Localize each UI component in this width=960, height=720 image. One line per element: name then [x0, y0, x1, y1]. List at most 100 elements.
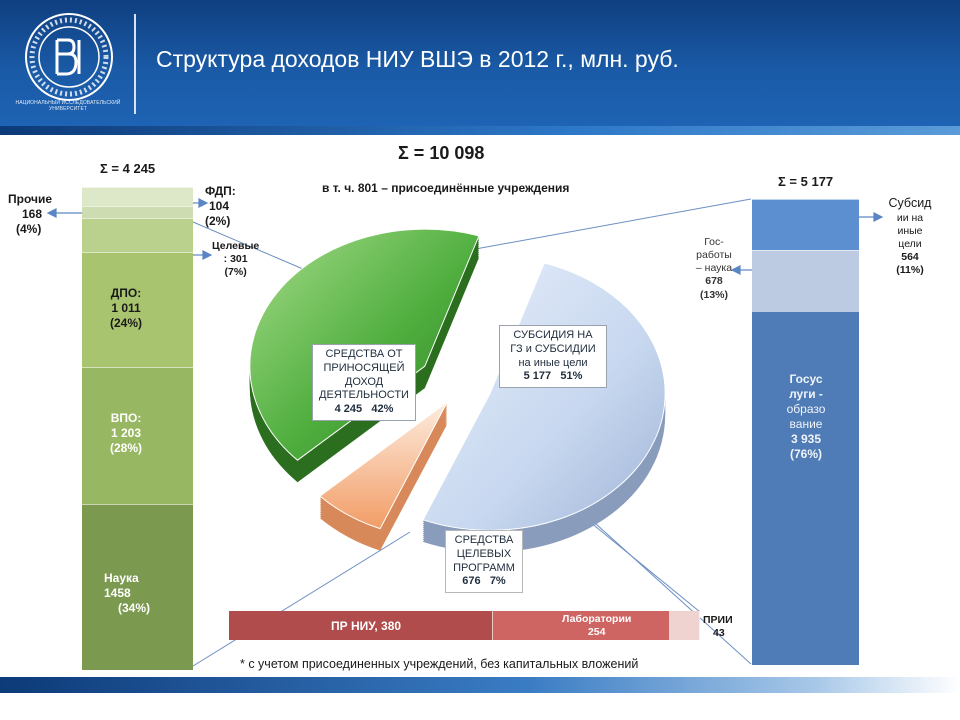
connector-right-bottom — [574, 504, 752, 665]
segment-value: 254 — [587, 626, 606, 639]
slide-title: Структура доходов НИУ ВШЭ в 2012 г., млн… — [156, 46, 679, 72]
segment-value: 1 203 — [110, 426, 142, 440]
pie-slice — [319, 401, 448, 530]
pie-slice-value-text: 676 — [462, 575, 481, 588]
logo-caption: Национальный исследовательский университ… — [15, 100, 121, 112]
right-bar-segment — [752, 311, 859, 665]
left-bar-segment — [82, 218, 193, 252]
connector-bottom-bar — [589, 521, 701, 613]
segment-percent: (76%) — [789, 447, 822, 461]
pie-slice-label-income: СРЕДСТВА ОТ ПРИНОСЯЩЕЙ ДОХОД ДЕЯТЕЛЬНОСТ… — [312, 344, 416, 421]
right-seg-label-science-work: Гос- работы – наука 678 (13%) — [692, 236, 736, 302]
segment-label: ии на — [896, 211, 924, 224]
left-seg-label-other: Прочие 168 (4%) — [8, 192, 52, 237]
segment-label: ПРИИ — [703, 614, 733, 626]
bottom-seg-label-labs: Лаборатории 254 — [562, 613, 631, 639]
left-bar-segment — [82, 206, 193, 218]
segment-percent: (4%) — [16, 222, 42, 236]
pie-slice-percent: 51% — [560, 370, 583, 383]
bottom-seg-label-prniu: ПР НИУ, 380 — [331, 619, 402, 633]
bottom-bar-segment — [670, 611, 700, 640]
segment-label: цели — [898, 237, 922, 250]
segment-percent: (13%) — [699, 288, 728, 301]
pie-slice-value-text: 4 245 — [334, 403, 363, 415]
segment-label: ФДП: — [205, 184, 236, 198]
pie-slice-text: СРЕДСТВА — [454, 534, 514, 546]
pie-slice-value: 5 177 51% — [504, 370, 602, 384]
pie-slice-value: 4 245 42% — [317, 403, 411, 417]
hse-logo-icon — [25, 13, 113, 101]
segment-percent: (11%) — [896, 264, 924, 277]
segment-label: Лаборатории — [562, 613, 632, 625]
footnote: * с учетом присоединенных учреждений, бе… — [240, 657, 639, 671]
pie-slice-text: ПРОГРАММ — [453, 561, 515, 574]
left-bar-segment — [82, 367, 193, 504]
segment-label: работы — [696, 249, 732, 262]
pie-slice-label-subsidy: СУБСИДИЯ НА ГЗ и СУБСИДИИ на иные цели 5… — [499, 325, 607, 388]
left-bar-segment — [82, 187, 193, 206]
segment-value: 1458 — [104, 586, 131, 600]
segment-label: Целевые — [212, 240, 260, 252]
bottom-bar-segment — [493, 611, 670, 640]
right-bar-segment — [752, 250, 859, 311]
right-seg-label-other-subsidy: Субсид ии на иные цели 564 (11%) — [880, 196, 940, 277]
segment-label: образо — [786, 402, 826, 416]
segment-label: Прочие — [8, 192, 53, 206]
left-bar-segment — [82, 504, 193, 670]
segment-label: Госус — [789, 372, 823, 386]
connector-left-top — [192, 221, 311, 273]
connector-right-top — [469, 198, 752, 251]
segment-percent: (2%) — [205, 214, 231, 228]
segment-percent: (28%) — [110, 441, 143, 455]
left-seg-label-science: Наука 1458 (34%) — [104, 571, 150, 616]
segment-label: луги - — [789, 387, 823, 401]
left-seg-label-vpo: ВПО: 1 203 (28%) — [110, 411, 142, 456]
right-bar-segment — [752, 199, 859, 250]
segment-percent: (7%) — [224, 266, 247, 279]
segment-label: Гос- — [704, 236, 724, 248]
pie-slice-label-programs: СРЕДСТВА ЦЕЛЕВЫХ ПРОГРАММ 676 7% — [445, 530, 523, 593]
right-bar-total: Σ = 5 177 — [778, 174, 834, 189]
left-seg-label-targeted: Целевые : 301 (7%) — [212, 240, 259, 279]
segment-label: иные — [897, 224, 923, 237]
segment-label: ВПО: — [110, 411, 142, 425]
left-bar-segment — [82, 252, 193, 367]
segment-label: Наука — [104, 571, 139, 585]
segment-value: 564 — [901, 251, 919, 263]
right-seg-label-services: Госус луги - образо вание 3 935 (76%) — [770, 372, 842, 462]
segment-value: 3 935 — [790, 432, 822, 446]
right-stacked-bar — [752, 199, 859, 665]
pie-slice-text: ДЕЯТЕЛЬНОСТИ — [319, 389, 409, 402]
pie-slice-percent: 42% — [371, 403, 394, 415]
left-seg-label-dpo: ДПО: 1 011 (24%) — [110, 286, 142, 331]
pie-slice-text: ГЗ и СУБСИДИИ — [510, 342, 596, 355]
segment-percent: (34%) — [118, 601, 151, 615]
segment-value: 168 — [22, 207, 43, 221]
pie-slice-text: ЦЕЛЕВЫХ — [456, 547, 512, 560]
programs-horizontal-bar — [229, 611, 700, 640]
segment-label: – наука — [695, 262, 733, 275]
segment-value: : 301 — [223, 253, 248, 266]
pie-slice-text: СУБСИДИЯ НА — [513, 329, 593, 341]
connector-left-bottom — [192, 531, 411, 667]
bottom-seg-label-prii: ПРИИ 43 — [703, 614, 733, 640]
pie-slice-value-text: 5 177 — [523, 370, 552, 383]
left-stacked-bar — [82, 187, 193, 670]
pie-total: Σ = 10 098 — [398, 143, 485, 163]
segment-label: ДПО: — [110, 286, 142, 300]
segment-percent: (24%) — [110, 316, 143, 330]
pie-slice-value: 676 7% — [450, 575, 518, 589]
header-stripe — [0, 126, 960, 135]
pie-slice-text: СРЕДСТВА ОТ — [325, 348, 403, 360]
footer-band — [0, 677, 960, 693]
segment-value: 678 — [705, 275, 723, 288]
pie-slice-text: ПРИНОСЯЩЕЙ — [323, 361, 405, 374]
segment-value: 1 011 — [111, 301, 141, 315]
pie-subtitle: в т. ч. 801 – присоединённые учреждения — [322, 181, 570, 195]
header-divider — [134, 14, 136, 114]
segment-label: вание — [789, 417, 823, 431]
pie-slice-percent: 7% — [489, 575, 506, 588]
segment-value: 43 — [713, 627, 725, 640]
segment-label: Субсид — [888, 196, 932, 210]
left-seg-label-fdp: ФДП: 104 (2%) — [205, 184, 236, 229]
